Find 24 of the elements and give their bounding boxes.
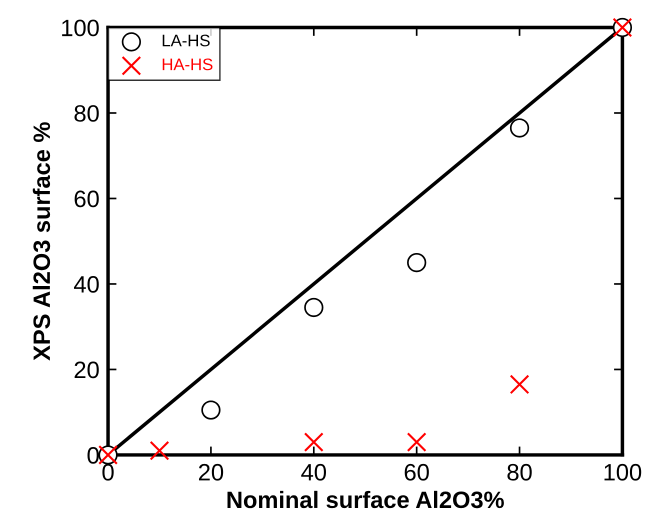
point — [201, 400, 221, 420]
y-tick-label: 80 — [74, 105, 99, 122]
point — [150, 440, 170, 460]
point — [304, 298, 324, 318]
x-tick-label: 60 — [404, 464, 429, 481]
legend-label: LA-HS — [162, 34, 210, 46]
point — [510, 118, 530, 138]
y-tick-label: 100 — [62, 20, 99, 36]
y-tick-label: 20 — [74, 362, 99, 378]
legend-label: HA-HS — [162, 58, 212, 70]
x-axis-title: Nominal surface Al2O3% — [228, 490, 504, 508]
x-tick-label: 0 — [102, 464, 114, 481]
x-tick-label: 100 — [604, 464, 642, 481]
x-tick-label: 40 — [301, 464, 326, 481]
y-tick-label: 40 — [74, 276, 99, 293]
y-tick-label: 0 — [88, 447, 99, 464]
y-tick-label: 60 — [74, 190, 99, 208]
x-tick-label: 80 — [507, 464, 532, 481]
y-axis-title: XPS Al2O3 surface % — [32, 122, 50, 361]
point — [407, 252, 426, 272]
x-tick-label: 20 — [198, 464, 224, 481]
point — [304, 432, 324, 452]
point — [510, 374, 530, 394]
point — [406, 432, 426, 452]
